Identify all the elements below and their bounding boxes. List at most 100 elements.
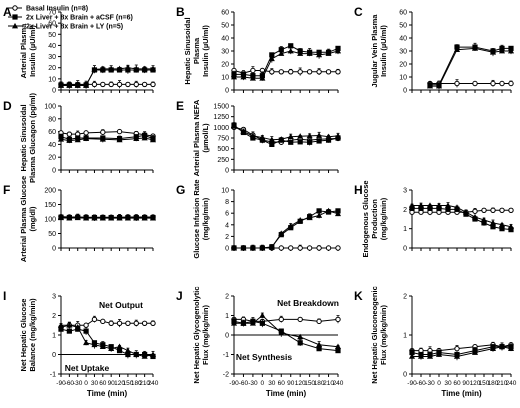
data-point [124,214,131,221]
data-point [240,244,247,251]
series-2 [231,122,341,147]
y-tick-label: 60 [221,10,229,17]
data-point [230,73,238,80]
y-axis-label: (mg/kg/min) [201,197,210,240]
y-tick-label: 1250 [213,114,229,121]
data-point [58,326,64,332]
data-point [316,318,322,325]
data-point [57,136,65,142]
data-point [508,80,514,87]
data-point [149,65,157,72]
series-3 [230,312,342,350]
data-point [471,45,479,51]
data-point [100,81,106,88]
data-point [316,245,322,251]
x-tick-label: 60 [453,380,461,387]
y-tick-label: 0 [225,88,229,95]
data-point [74,324,81,330]
data-point [141,214,148,221]
data-point [259,312,266,318]
x-tick-label: 0 [437,380,441,387]
data-point [57,82,65,88]
panel-letter: J [176,289,183,303]
series-3 [408,343,515,361]
series-3 [57,64,157,89]
data-point [316,341,323,348]
data-point [141,65,148,72]
y-tick-label: 30 [48,54,56,61]
data-point [278,316,284,323]
panel-letter: A [3,5,12,19]
y-tick-label: 1000 [213,125,229,132]
panel-letter: H [354,183,363,197]
x-tick-label: 60 [278,380,286,387]
y-axis-label: Flux (mg/kg/min) [379,304,388,365]
x-tick-label: -60 [65,380,75,387]
x-tick-label: -90 [56,380,66,387]
data-point [306,50,313,56]
y-axis-label: Production [370,199,379,239]
data-point [325,207,332,214]
data-point [325,69,332,75]
data-point [472,208,478,214]
y-axis-label: (µmol/L) [201,123,210,153]
data-point [249,132,256,139]
data-point [66,328,72,334]
data-point [124,347,131,353]
data-point [288,139,294,145]
panel-letter: F [3,183,10,197]
data-point [444,202,452,208]
data-point [133,135,140,141]
x-tick-label: 90 [108,380,116,387]
data-point [57,214,65,221]
x-tick-label: 240 [333,380,344,387]
data-point [325,133,332,140]
data-point [297,133,304,139]
y-tick-label: 40 [221,36,229,43]
x-tick-label: -30 [73,380,83,387]
y-tick-label: 10 [399,75,407,82]
series-line [412,207,512,231]
data-point [287,222,294,229]
data-point [269,69,275,75]
panel-f: F 0 50 100 150 200 Arterial Plasma Glucose (mg/… [3,176,157,262]
y-tick-label: 1 [403,333,407,340]
data-point [250,67,256,74]
data-point [454,80,460,87]
y-axis-label: Endogenous Glucose [361,180,370,257]
data-point [471,349,479,355]
series-1 [58,315,156,330]
y-axis-label: Net Hepatic Glycogenolytic [192,286,201,383]
data-point [91,316,98,323]
y-tick-label: 0 [403,246,407,253]
data-point [417,202,425,208]
y-axis-label: Plasma Glucagon (pg/ml) [28,92,37,183]
panel-letter: G [176,183,185,197]
data-point [116,320,123,326]
y-tick-label: 100 [44,217,56,224]
series-3 [57,134,157,144]
y-axis-label: Net Hepatic Gluconeogenic [370,286,379,384]
data-point [408,353,416,359]
x-tick-label: 0 [84,380,88,387]
data-point [306,132,313,139]
y-tick-label: 50 [399,23,407,30]
y-tick-label: 0 [225,333,229,340]
data-point [116,214,123,221]
data-point [489,49,497,55]
x-tick-label: 210 [139,380,150,387]
y-tick-label: 200 [44,188,56,195]
data-point [99,136,106,142]
y-axis-label: Insulin (µU/ml) [28,25,37,77]
annotation: Net Output [99,300,143,310]
x-tick-label: 210 [497,380,508,387]
data-point [287,47,294,54]
y-axis-label: (mg/dl) [28,206,37,231]
data-point [490,207,496,214]
panel-h: H 0 1 2 3 Endogenous Glucose Production (mg/kg/… [354,180,515,258]
panel-e: E 0 250 500 750 1000 1250 1500 Arterial Plasma N… [176,99,342,176]
data-point [499,226,505,232]
y-tick-label: 30 [221,49,229,56]
data-point [99,214,106,221]
